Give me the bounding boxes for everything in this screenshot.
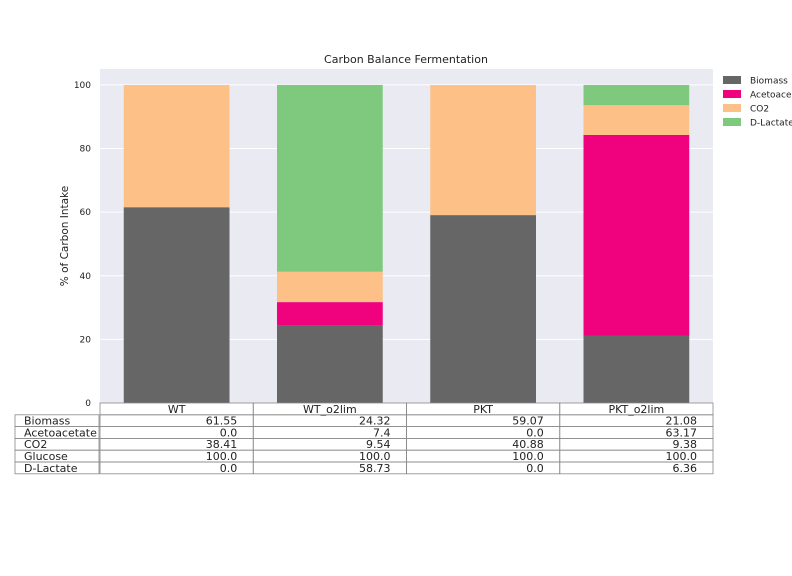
bar-segment xyxy=(277,84,383,272)
table-row-label: Acetoacetate xyxy=(24,426,97,439)
y-axis-label: % of Carbon Intake xyxy=(59,186,71,286)
legend-swatch xyxy=(723,104,741,112)
table-cell-value: 63.17 xyxy=(666,426,698,439)
y-tick-label: 60 xyxy=(80,208,92,218)
bar-segment xyxy=(430,85,536,216)
bar-segment xyxy=(123,207,230,403)
table-cell-value: 0.0 xyxy=(220,426,238,439)
table-cell-value: 61.55 xyxy=(206,415,238,428)
table-cell-value: 59.07 xyxy=(512,415,544,428)
table-cell-value: 38.41 xyxy=(206,438,238,451)
table-cell-value: 0.0 xyxy=(526,426,544,439)
table-cell-value: 100.0 xyxy=(512,450,544,463)
y-tick-label: 80 xyxy=(80,145,92,155)
table-cell xyxy=(559,461,714,475)
table-cell-value: 9.38 xyxy=(673,438,698,451)
bar-segment xyxy=(430,215,536,403)
table-cell-value: 0.0 xyxy=(526,462,544,475)
bar-segment xyxy=(277,302,383,326)
legend-swatch xyxy=(723,76,741,84)
table-row-label: Glucose xyxy=(24,450,68,463)
y-tick-labels: 0 20 40 60 80 100 xyxy=(74,81,91,409)
table-cell-value: 7.4 xyxy=(373,426,391,439)
legend-label: Biomass xyxy=(750,77,788,87)
table-column-header: WT xyxy=(168,403,186,416)
table-column-header: PKT_o2lim xyxy=(608,403,664,416)
legend-label: D-Lactate xyxy=(750,119,792,129)
legend: Biomass Acetoace CO2 D-Lactate xyxy=(723,76,792,129)
table-column-header: PKT xyxy=(473,403,493,416)
bar-segment xyxy=(277,325,383,403)
legend-label: Acetoace xyxy=(750,91,792,101)
table-row-label: CO2 xyxy=(24,438,47,451)
table-cell-value: 100.0 xyxy=(206,450,238,463)
legend-label: CO2 xyxy=(750,105,769,115)
y-tick-label: 20 xyxy=(80,335,92,345)
bar-segment xyxy=(583,335,690,403)
bar-segment xyxy=(277,271,383,303)
table-cell-value: 24.32 xyxy=(359,415,391,428)
data-table: WT WT_o2lim PKT PKT_o2lim Biomass 61.55 24.32 5… xyxy=(14,402,714,475)
table-cell-value: 6.36 xyxy=(673,462,698,475)
table-cell-value: 58.73 xyxy=(359,462,391,475)
bar-segment xyxy=(583,84,690,106)
table-cell-value: 100.0 xyxy=(666,450,698,463)
chart-title: Carbon Balance Fermentation xyxy=(324,53,488,66)
table-cell-value: 40.88 xyxy=(512,438,544,451)
table-cell-value: 0.0 xyxy=(220,462,238,475)
bar-segment xyxy=(583,135,690,336)
y-tick-label: 40 xyxy=(80,272,92,282)
y-tick-label: 100 xyxy=(74,81,91,91)
table-row-label: Biomass xyxy=(24,415,71,428)
legend-swatch xyxy=(723,90,741,98)
table-row-label: D-Lactate xyxy=(24,462,78,475)
bar-segment xyxy=(583,105,690,136)
legend-swatch xyxy=(723,118,741,126)
table-cell-value: 21.08 xyxy=(666,415,698,428)
table-column-header: WT_o2lim xyxy=(303,403,357,416)
table-cell-value: 9.54 xyxy=(366,438,391,451)
bars xyxy=(123,84,690,403)
table-cell-value: 100.0 xyxy=(359,450,391,463)
y-tick-label: 0 xyxy=(85,399,91,409)
table-row-label-cell xyxy=(14,461,100,475)
bar-segment xyxy=(123,85,230,208)
